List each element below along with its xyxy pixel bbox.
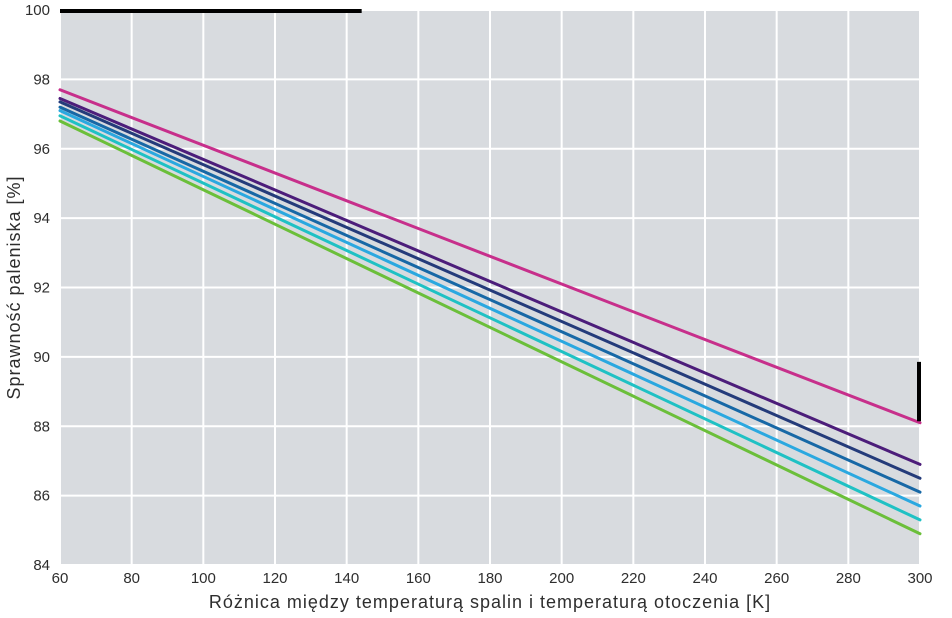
y-tick-label: 92 [33,280,50,297]
y-tick-label: 90 [33,349,50,366]
y-tick-label: 84 [33,557,50,574]
x-tick-label: 200 [549,570,574,587]
x-tick-label: 80 [123,570,140,587]
x-tick-label: 100 [191,570,216,587]
y-tick-label: 100 [25,2,50,19]
y-axis-label: Sprawność paleniska [%] [4,175,24,399]
x-tick-label: 60 [52,570,69,587]
x-axis-label: Różnica między temperaturą spalin i temp… [209,592,771,612]
efficiency-chart: 60 80 100 120 140 160 180 200 220 240 260 280 300 84 8… [0,0,952,618]
x-tick-label: 180 [477,570,502,587]
x-tick-label: 300 [907,570,932,587]
x-tick-label: 280 [836,570,861,587]
chart-svg: 60 80 100 120 140 160 180 200 220 240 260 280 300 84 8… [0,0,952,618]
x-tick-label: 220 [621,570,646,587]
y-tick-label: 88 [33,418,50,435]
y-tick-label: 96 [33,141,50,158]
y-tick-label: 86 [33,488,50,505]
x-tick-label: 120 [262,570,287,587]
x-tick-label: 260 [764,570,789,587]
x-tick-label: 140 [334,570,359,587]
x-tick-label: 240 [692,570,717,587]
x-tick-label: 160 [406,570,431,587]
y-tick-label: 94 [33,210,50,227]
y-tick-label: 98 [33,71,50,88]
